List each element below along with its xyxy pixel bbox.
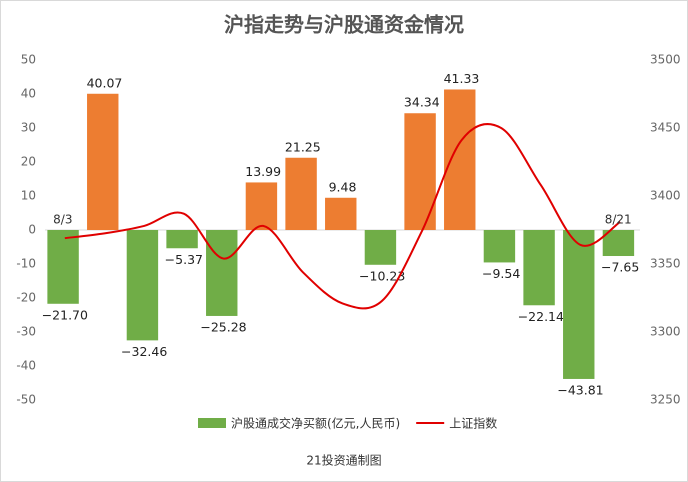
y-tick-label: 0 [28, 223, 36, 237]
value-label: 13.99 [245, 164, 281, 179]
bar [325, 197, 357, 230]
y-tick-label: -50 [16, 393, 36, 407]
y-tick-label: 10 [21, 189, 36, 203]
bar [87, 93, 119, 231]
value-label: −9.54 [482, 266, 520, 281]
legend-swatch [198, 418, 226, 428]
value-label: 34.34 [404, 95, 440, 110]
value-label: −43.81 [557, 382, 603, 397]
value-label: 40.07 [87, 75, 123, 90]
y2-tick-label: 3450 [650, 121, 681, 135]
bar [444, 89, 476, 230]
value-label: 21.25 [285, 139, 321, 154]
value-label: −22.14 [518, 309, 564, 324]
y-tick-label: 20 [21, 155, 36, 169]
legend-label: 沪股通成交净买额(亿元,人民币) [231, 416, 400, 431]
chart-title: 沪指走势与沪股通资金情况 [224, 13, 464, 37]
y2-tick-label: 3350 [650, 257, 681, 271]
value-label: −10.23 [359, 268, 405, 283]
x-tick-label: 8/3 [53, 213, 72, 227]
bar [602, 230, 635, 257]
bar [126, 230, 159, 341]
value-label: −25.28 [200, 319, 246, 334]
value-label: −21.70 [42, 307, 88, 322]
value-label: −7.65 [601, 260, 639, 275]
bar [523, 230, 555, 306]
y-tick-label: -30 [16, 325, 36, 339]
y-tick-label: -40 [16, 359, 36, 373]
value-label: 41.33 [444, 71, 480, 86]
bar [483, 230, 516, 263]
bar [285, 157, 317, 230]
bar [47, 230, 79, 304]
y-tick-label: -10 [16, 257, 36, 271]
value-label: −32.46 [121, 344, 167, 359]
y2-tick-label: 3400 [650, 189, 681, 203]
bar [364, 230, 397, 265]
y-tick-label: 50 [21, 53, 36, 67]
bar [563, 230, 595, 379]
bar [206, 230, 238, 316]
value-label: −5.37 [165, 252, 203, 267]
legend-label: 上证指数 [449, 416, 497, 431]
line [64, 123, 621, 310]
bar [245, 182, 278, 230]
y2-tick-label: 3500 [650, 53, 681, 67]
y-tick-label: 40 [21, 87, 36, 101]
value-label: 9.48 [329, 179, 357, 194]
y2-tick-label: 3300 [650, 325, 681, 339]
bar [166, 230, 198, 249]
x-tick-label: 8/21 [605, 213, 632, 227]
source-note: 21投资通制图 [306, 453, 381, 468]
y2-tick-label: 3250 [650, 393, 681, 407]
y-tick-label: -20 [16, 291, 36, 305]
y-tick-label: 30 [21, 121, 36, 135]
